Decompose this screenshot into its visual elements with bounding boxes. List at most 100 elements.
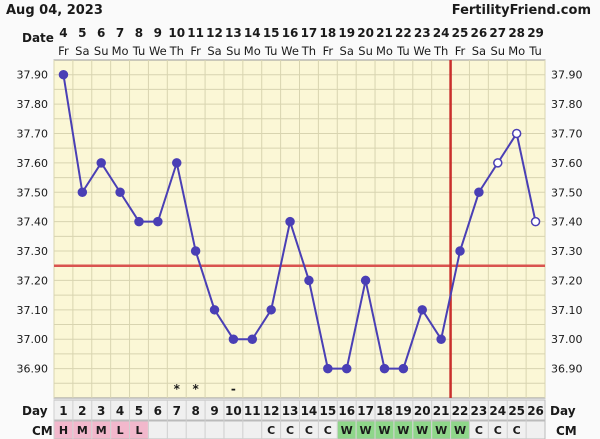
- cm-cell-menses: [73, 421, 92, 439]
- cycle-day-label: 16: [338, 404, 355, 418]
- weekday-label: Th: [169, 44, 184, 58]
- weekday-label: Mo: [112, 44, 129, 58]
- date-label: 22: [395, 26, 412, 40]
- date-label: 6: [97, 26, 105, 40]
- cycle-day-label: 6: [154, 404, 162, 418]
- weekday-label: Tu: [132, 44, 146, 58]
- cm-label: W: [360, 424, 372, 437]
- cycle-day-label: 7: [173, 404, 181, 418]
- date-label: 11: [187, 26, 204, 40]
- cm-cell-menses: [92, 421, 111, 439]
- y-tick-right: 37.10: [551, 304, 583, 317]
- weekday-label: Su: [490, 44, 505, 58]
- cm-cell-menses: [130, 421, 148, 439]
- weekday-label: Mo: [244, 44, 261, 58]
- weekday-label: Th: [301, 44, 316, 58]
- weekday-label: We: [149, 44, 167, 58]
- y-tick-right: 37.80: [551, 98, 583, 111]
- date-label: 13: [225, 26, 242, 40]
- temperature-point: [134, 216, 144, 227]
- cm-label: L: [117, 424, 124, 437]
- cm-cell-wet: [337, 421, 356, 439]
- date-label: 4: [59, 26, 67, 40]
- day-row-label-right: Day: [550, 404, 576, 418]
- cycle-day-label: 21: [433, 404, 450, 418]
- cm-cell-menses: [111, 421, 130, 439]
- cycle-day-label: 11: [244, 404, 261, 418]
- weekday-label: Tu: [264, 44, 278, 58]
- cm-label: W: [378, 424, 390, 437]
- date-label: 5: [78, 26, 86, 40]
- cycle-day-label: 26: [527, 404, 544, 418]
- y-tick-left: 37.40: [17, 216, 49, 229]
- cycle-day-label: 10: [225, 404, 242, 418]
- y-tick-left: 36.90: [17, 363, 49, 376]
- temperature-point-open: [493, 158, 503, 168]
- date-label: 17: [301, 26, 318, 40]
- cycle-day-label: 13: [282, 404, 299, 418]
- date-label: 28: [508, 26, 525, 40]
- cm-row-label-right: CM: [556, 424, 577, 438]
- weekday-label: We: [281, 44, 299, 58]
- temperature-point: [304, 275, 314, 286]
- cm-label: M: [96, 424, 107, 437]
- cm-label: C: [475, 424, 483, 437]
- cycle-day-label: 23: [471, 404, 488, 418]
- cycle-day-label: 17: [357, 404, 374, 418]
- y-tick-right: 37.70: [551, 127, 583, 140]
- temperature-point: [209, 305, 220, 315]
- cycle-day-label: 2: [78, 404, 86, 418]
- weekday-label: Sa: [340, 44, 354, 58]
- date-label: 16: [282, 26, 299, 40]
- cm-cell-menses: [54, 421, 73, 439]
- cm-label: W: [397, 424, 409, 437]
- cm-cell-wet: [356, 421, 375, 439]
- y-tick-left: 37.20: [17, 274, 49, 287]
- date-label: 27: [489, 26, 506, 40]
- y-tick-left: 37.10: [17, 304, 49, 317]
- weekday-label: Su: [226, 44, 241, 58]
- cm-label: H: [59, 424, 68, 437]
- cm-row-label: CM: [32, 424, 53, 438]
- cm-cell-wet: [432, 421, 451, 439]
- temperature-point-open: [530, 216, 541, 227]
- cycle-day-label: 3: [97, 404, 105, 418]
- date-label: 9: [154, 26, 162, 40]
- cm-label: C: [305, 424, 313, 437]
- date-label: 26: [471, 26, 488, 40]
- date-label: 23: [414, 26, 431, 40]
- day-marker: *: [192, 382, 199, 396]
- date-label: 24: [433, 26, 450, 40]
- weekday-label: Fr: [190, 44, 201, 58]
- y-tick-left: 37.70: [17, 127, 49, 140]
- cycle-day-label: 24: [489, 404, 506, 418]
- weekday-label: Mo: [508, 44, 525, 58]
- temperature-point: [266, 305, 276, 315]
- cycle-day-label: 19: [395, 404, 412, 418]
- weekday-label: Fr: [455, 44, 466, 58]
- y-tick-right: 37.40: [551, 216, 583, 229]
- cm-label: W: [416, 424, 428, 437]
- weekday-label: Tu: [528, 44, 542, 58]
- weekday-label: We: [413, 44, 431, 58]
- cm-label: C: [494, 424, 502, 437]
- date-label: 12: [206, 26, 223, 40]
- cm-label: W: [435, 424, 447, 437]
- date-row-label: Date: [22, 31, 54, 45]
- date-label: 8: [135, 26, 143, 40]
- date-label: 25: [452, 26, 469, 40]
- day-marker: *: [174, 382, 181, 396]
- y-tick-left: 37.30: [17, 245, 49, 258]
- y-tick-left: 37.90: [17, 69, 49, 82]
- weekday-label: Su: [94, 44, 109, 58]
- chart-date: Aug 04, 2023: [6, 3, 103, 18]
- temperature-point: [247, 334, 258, 344]
- temperature-point: [190, 246, 201, 256]
- temperature-point: [360, 275, 371, 286]
- temperature-point: [285, 216, 295, 227]
- temperature-point: [96, 158, 106, 168]
- temperature-point: [228, 334, 239, 344]
- y-tick-left: 37.00: [17, 333, 49, 346]
- date-label: 10: [168, 26, 185, 40]
- y-tick-left: 37.50: [17, 186, 49, 199]
